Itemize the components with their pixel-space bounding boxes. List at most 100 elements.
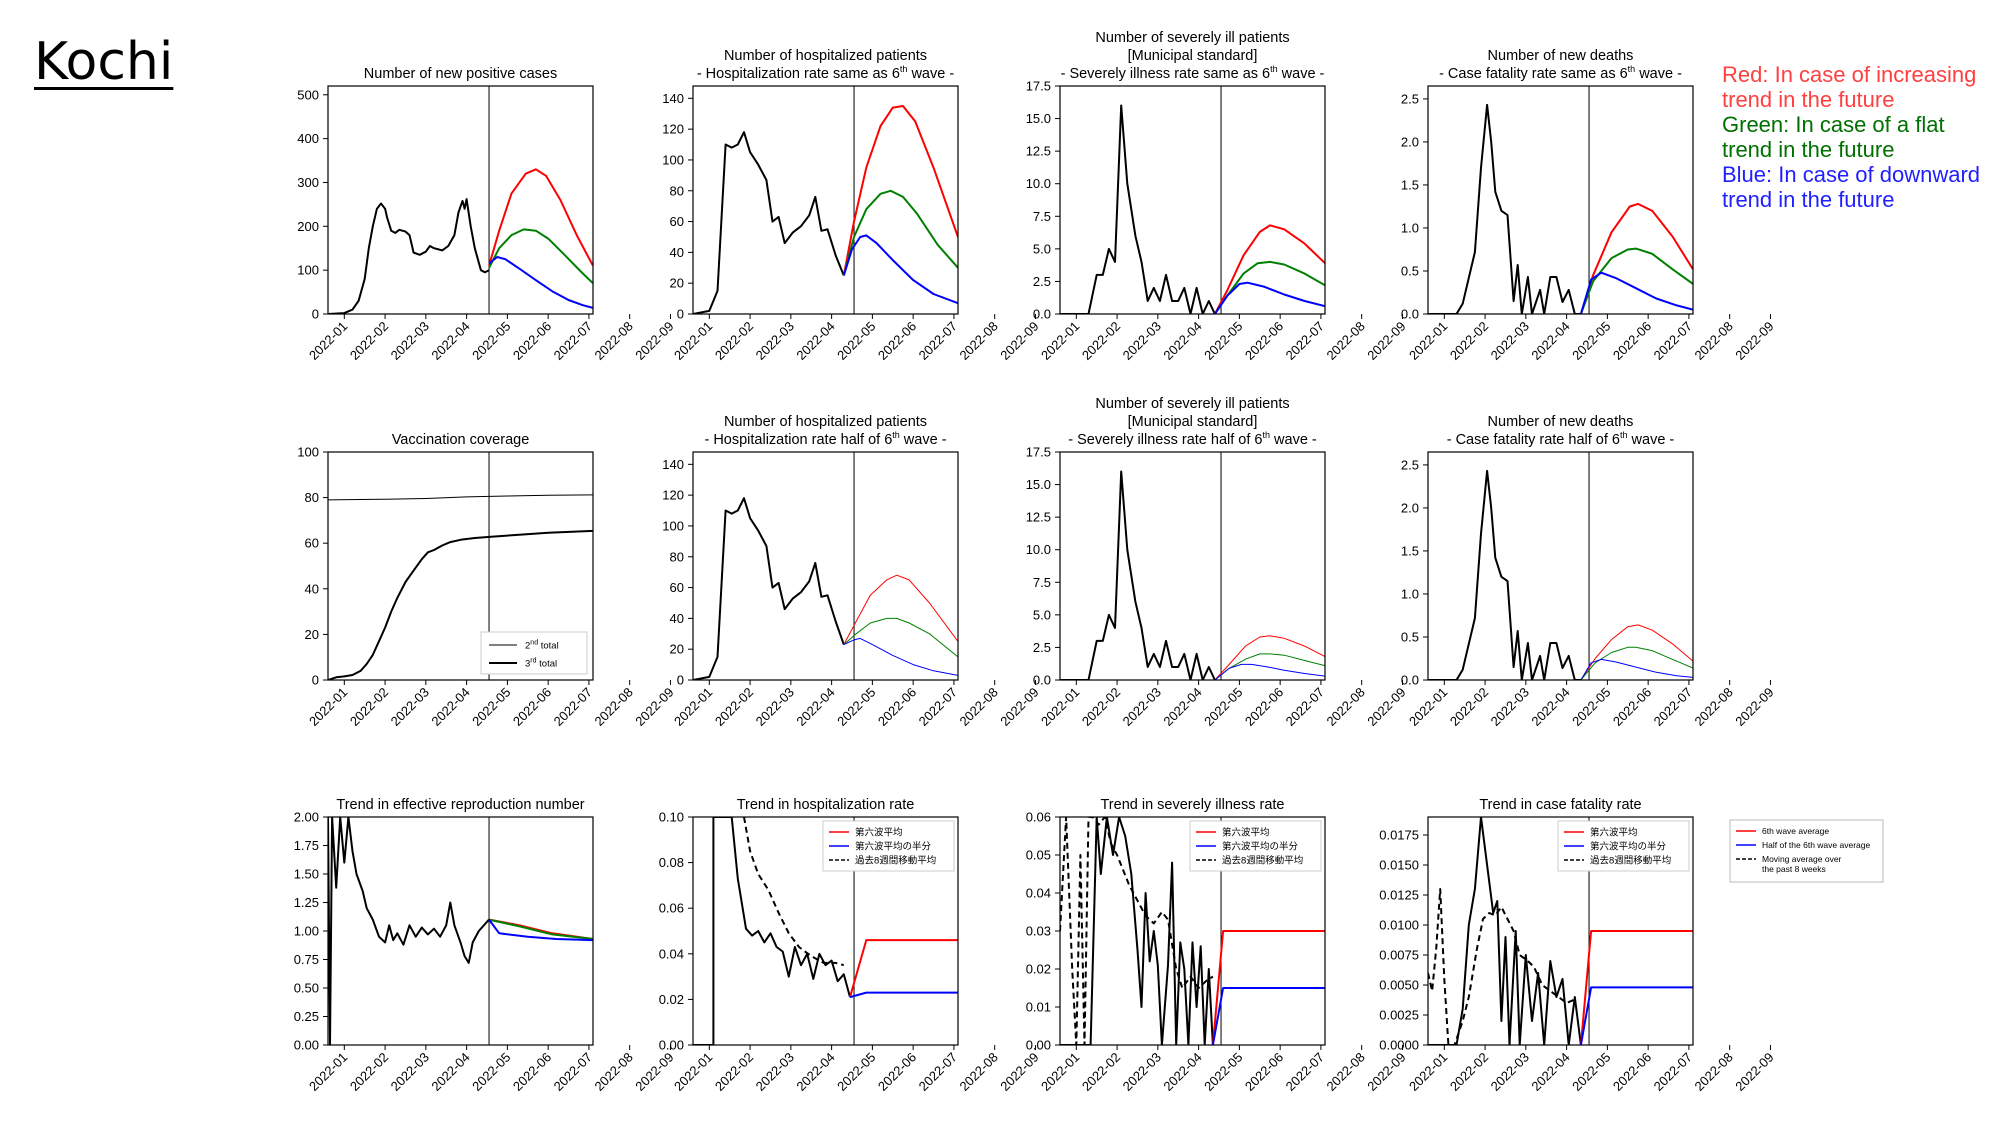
y-tick-label: 0.0100 [1379, 918, 1419, 933]
y-tick-label: 80 [670, 183, 684, 198]
x-tick-label: 2022-05 [834, 685, 878, 729]
series-line-4 [843, 637, 958, 676]
chart-panel-1: Number of new positive cases 0 100 200 300 40… [297, 66, 676, 363]
series-line-4 [849, 991, 958, 999]
x-tick-label: 2022-09 [632, 319, 676, 363]
chart-title-line: Number of hospitalized patients [724, 48, 927, 64]
x-tick-label: 2022-05 [1569, 1050, 1613, 1094]
x-tick-label: 2022-07 [551, 1050, 595, 1094]
series-line-2 [1580, 624, 1693, 680]
series-group [1428, 817, 1693, 1045]
x-tick-label: 2022-01 [1038, 319, 1082, 363]
series-line-4 [488, 919, 593, 942]
x-tick-label: 2022-02 [1079, 1050, 1123, 1094]
x-tick-label: 2022-03 [753, 685, 797, 729]
y-tick-label: 0.04 [659, 946, 684, 961]
y-tick-label: 60 [670, 214, 684, 229]
x-tick-label: 2022-03 [1120, 319, 1164, 363]
legend-box [1189, 820, 1322, 872]
x-tick-label: 2022-02 [1079, 319, 1123, 363]
x-tick-label: 2022-07 [1283, 319, 1327, 363]
plot-frame [692, 451, 959, 681]
chart-title-line: - Hospitalization rate same as 6th wave … [697, 64, 955, 82]
chart-title-line: - Severely illness rate same as 6th wave… [1061, 64, 1325, 82]
x-tick-label: 2022-02 [1447, 685, 1491, 729]
y-tick-label: 1.50 [294, 867, 319, 882]
x-tick-label: 2022-03 [1488, 685, 1532, 729]
series-group [1060, 817, 1325, 1045]
y-tick-label: 0 [312, 673, 319, 688]
scenario-color-legend: Red: In case of increasing trend in the … [1722, 62, 1980, 212]
series-line-4 [842, 234, 958, 305]
x-tick-label: 2022-03 [1120, 685, 1164, 729]
series-line-2 [328, 529, 593, 680]
y-tick-label: 0.01 [1026, 1000, 1051, 1015]
y-tick-label: 0.02 [659, 992, 684, 1007]
x-tick-label: 2022-08 [1323, 685, 1367, 729]
y-tick-label: 100 [662, 518, 684, 533]
series-group [693, 817, 958, 1045]
y-tick-label: 0.5 [1401, 629, 1419, 644]
y-tick-label: 0.5 [1401, 263, 1419, 278]
x-tick-label: 2022-09 [632, 685, 676, 729]
chart-title-line: Trend in effective reproduction number [336, 797, 584, 813]
x-tick-label: 2022-04 [1160, 685, 1204, 729]
plot-frame [1059, 85, 1326, 315]
x-tick-label: 2022-04 [793, 1050, 837, 1094]
page-title: Kochi [34, 32, 174, 92]
x-tick-label: 2022-06 [1610, 685, 1654, 729]
side-legend-label: Half of the 6th wave average [1762, 840, 1870, 850]
legend-line-red-2: trend in the future [1722, 87, 1895, 112]
y-tick-label: 200 [297, 219, 319, 234]
y-tick-label: 10.0 [1026, 542, 1051, 557]
x-tick-label: 2022-06 [1610, 319, 1654, 363]
chart-title-line: [Municipal standard] [1128, 48, 1258, 64]
y-tick-label: 120 [662, 488, 684, 503]
legend-label: 第六波平均 [1222, 827, 1270, 839]
legend-label: 第六波平均の半分 [1590, 841, 1667, 853]
series-line-1 [693, 497, 845, 680]
chart-panel-7: Number of severely ill patients [Municipa… [1026, 396, 1409, 729]
y-tick-label: 300 [297, 175, 319, 190]
chart-title-line: [Municipal standard] [1128, 414, 1258, 430]
series-group [1060, 104, 1325, 314]
series-group [328, 494, 593, 680]
chart-panel-10: Trend in hospitalization rate 0.00 0.02 0.0… [659, 797, 1042, 1094]
x-tick-label: 2022-01 [671, 685, 715, 729]
series-line-2 [743, 817, 845, 967]
series-line-3 [843, 617, 958, 658]
y-tick-label: 100 [662, 152, 684, 167]
x-tick-label: 2022-09 [1732, 685, 1776, 729]
x-tick-label: 2022-05 [469, 319, 513, 363]
y-tick-label: 0.0075 [1379, 948, 1419, 963]
x-tick-label: 2022-02 [712, 685, 756, 729]
y-tick-label: 0.0175 [1379, 828, 1419, 843]
x-tick-label: 2022-07 [916, 1050, 960, 1094]
series-line-4 [1214, 281, 1325, 314]
series-line-1 [1428, 103, 1581, 314]
chart-title-line: Number of severely ill patients [1095, 30, 1289, 46]
x-tick-label: 2022-03 [388, 685, 432, 729]
y-tick-label: 0.0 [1401, 673, 1419, 688]
y-tick-label: 10.0 [1026, 176, 1051, 191]
y-tick-label: 2.5 [1401, 457, 1419, 472]
legend-line-green-1: Green: In case of a flat [1722, 112, 1945, 137]
x-tick-label: 2022-07 [1283, 685, 1327, 729]
x-tick-label: 2022-05 [834, 319, 878, 363]
x-tick-label: 2022-03 [1488, 1050, 1532, 1094]
y-tick-label: 20 [305, 627, 319, 642]
chart-panel-3: Number of severely ill patients [Municipa… [1026, 30, 1409, 363]
x-tick-label: 2022-04 [1528, 685, 1572, 729]
plot-frame [327, 816, 594, 1046]
x-tick-label: 2022-08 [1691, 1050, 1735, 1094]
y-tick-label: 140 [662, 91, 684, 106]
x-tick-label: 2022-07 [1283, 1050, 1327, 1094]
x-tick-label: 2022-07 [1651, 685, 1695, 729]
x-tick-label: 2022-09 [1364, 1050, 1408, 1094]
y-tick-label: 2.0 [1401, 500, 1419, 515]
legend-label: 第六波平均の半分 [855, 841, 932, 853]
series-line-3 [1579, 247, 1693, 314]
series-line-3 [1211, 930, 1325, 1045]
series-line-3 [842, 189, 958, 276]
